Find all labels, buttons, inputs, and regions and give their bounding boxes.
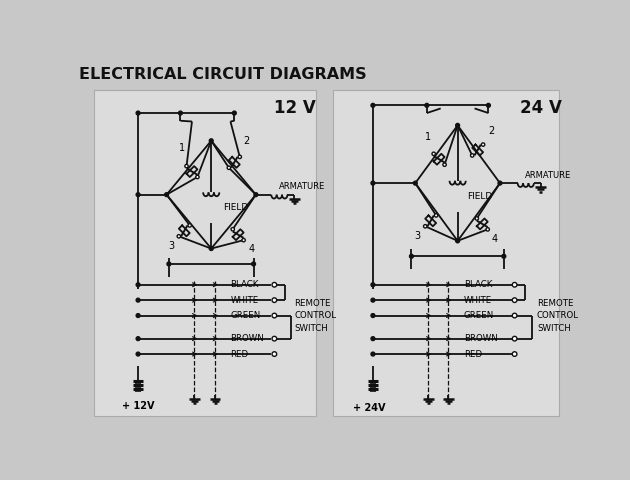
Circle shape xyxy=(432,152,435,156)
Circle shape xyxy=(371,103,375,107)
Circle shape xyxy=(410,254,413,258)
Circle shape xyxy=(136,111,140,115)
Text: BLACK: BLACK xyxy=(231,280,259,289)
Circle shape xyxy=(231,228,234,231)
Text: GREEN: GREEN xyxy=(231,311,261,320)
Text: GREEN: GREEN xyxy=(464,311,494,320)
Circle shape xyxy=(455,239,459,243)
Circle shape xyxy=(486,228,490,231)
Circle shape xyxy=(136,337,140,341)
Text: 1: 1 xyxy=(179,144,185,154)
Circle shape xyxy=(498,181,502,185)
Text: 3: 3 xyxy=(168,241,175,251)
Circle shape xyxy=(272,282,277,287)
Text: BROWN: BROWN xyxy=(464,334,498,343)
Circle shape xyxy=(486,103,490,107)
Circle shape xyxy=(471,154,474,157)
Circle shape xyxy=(232,111,236,115)
Circle shape xyxy=(371,337,375,341)
Text: + 24V: + 24V xyxy=(353,403,386,413)
Circle shape xyxy=(254,193,258,197)
Text: 4: 4 xyxy=(491,234,498,243)
Text: WHITE: WHITE xyxy=(464,296,492,305)
Circle shape xyxy=(512,352,517,356)
Circle shape xyxy=(443,163,446,167)
Circle shape xyxy=(371,298,375,302)
Circle shape xyxy=(272,313,277,318)
Circle shape xyxy=(435,214,438,217)
Circle shape xyxy=(455,123,459,127)
Circle shape xyxy=(242,239,245,242)
Circle shape xyxy=(136,298,140,302)
Text: FIELD: FIELD xyxy=(467,192,492,201)
Circle shape xyxy=(272,352,277,356)
Circle shape xyxy=(185,165,188,168)
Text: BROWN: BROWN xyxy=(231,334,264,343)
Text: ARMATURE: ARMATURE xyxy=(279,182,325,192)
Text: 3: 3 xyxy=(415,231,421,241)
Circle shape xyxy=(371,352,375,356)
Circle shape xyxy=(371,313,375,317)
Circle shape xyxy=(227,166,231,169)
Circle shape xyxy=(238,155,241,158)
Circle shape xyxy=(272,336,277,341)
Circle shape xyxy=(136,283,140,287)
Circle shape xyxy=(251,262,256,266)
Circle shape xyxy=(272,298,277,302)
Circle shape xyxy=(167,262,171,266)
Circle shape xyxy=(164,193,168,197)
Text: ARMATURE: ARMATURE xyxy=(525,171,571,180)
Text: FIELD: FIELD xyxy=(223,203,248,212)
Circle shape xyxy=(512,282,517,287)
Circle shape xyxy=(512,336,517,341)
Text: 12 V: 12 V xyxy=(273,99,315,117)
Circle shape xyxy=(371,283,375,287)
Circle shape xyxy=(425,103,429,107)
Text: ELECTRICAL CIRCUIT DIAGRAMS: ELECTRICAL CIRCUIT DIAGRAMS xyxy=(79,67,367,82)
Circle shape xyxy=(371,181,375,185)
Circle shape xyxy=(512,298,517,302)
Text: 2: 2 xyxy=(488,126,495,136)
Circle shape xyxy=(136,313,140,317)
Text: RED: RED xyxy=(464,349,482,359)
Circle shape xyxy=(413,181,417,185)
Text: 1: 1 xyxy=(425,132,432,142)
Circle shape xyxy=(209,139,213,143)
Text: 2: 2 xyxy=(243,136,249,146)
Circle shape xyxy=(423,225,427,228)
Text: WHITE: WHITE xyxy=(231,296,259,305)
Circle shape xyxy=(209,247,213,251)
Circle shape xyxy=(512,313,517,318)
Circle shape xyxy=(502,254,506,258)
Circle shape xyxy=(136,352,140,356)
FancyBboxPatch shape xyxy=(333,90,559,417)
FancyBboxPatch shape xyxy=(94,90,316,417)
Circle shape xyxy=(188,224,192,227)
Text: REMOTE
CONTROL
SWITCH: REMOTE CONTROL SWITCH xyxy=(537,299,579,333)
Text: 4: 4 xyxy=(248,243,255,253)
Circle shape xyxy=(196,175,199,179)
Text: 24 V: 24 V xyxy=(520,99,562,117)
Circle shape xyxy=(475,217,479,220)
Text: RED: RED xyxy=(231,349,249,359)
Circle shape xyxy=(178,111,182,115)
Circle shape xyxy=(481,143,484,146)
Text: + 12V: + 12V xyxy=(122,401,154,411)
Text: BLACK: BLACK xyxy=(464,280,492,289)
Circle shape xyxy=(136,193,140,197)
Circle shape xyxy=(177,235,181,238)
Text: REMOTE
CONTROL
SWITCH: REMOTE CONTROL SWITCH xyxy=(294,299,336,333)
